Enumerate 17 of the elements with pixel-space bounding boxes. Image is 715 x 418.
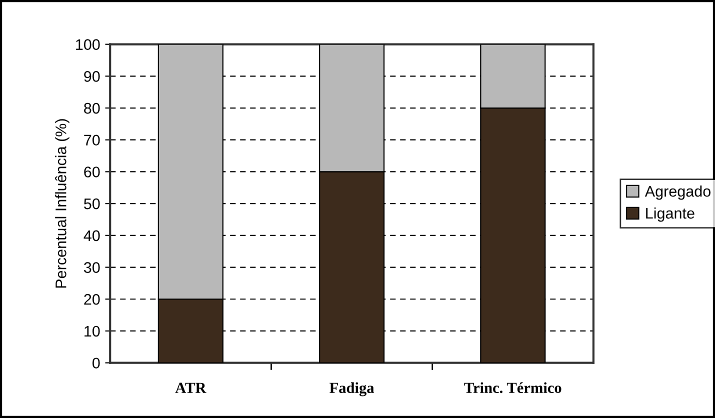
y-tick-label: 50 <box>84 198 100 210</box>
y-tick-label: 90 <box>84 71 100 82</box>
y-tick-label: 20 <box>84 294 100 305</box>
y-tick-label: 80 <box>84 102 100 114</box>
y-tick-label: 70 <box>84 134 100 146</box>
x-tick-label: Fadiga <box>330 382 374 396</box>
x-tick-label: Trinc. Térmico <box>464 382 562 394</box>
y-tick-label: 30 <box>84 262 100 273</box>
y-tick-label: 0 <box>92 358 100 369</box>
y-axis-title: Percentual Influência (%) <box>55 119 70 288</box>
y-tick-label: 100 <box>76 39 100 50</box>
y-tick-label: 10 <box>84 326 100 337</box>
x-tick-label: ATR <box>175 382 206 393</box>
legend-label: Agregado <box>644 186 710 200</box>
legend-label: Ligante <box>646 207 694 222</box>
y-tick-label: 60 <box>84 166 100 178</box>
y-tick-label: 40 <box>84 230 100 242</box>
